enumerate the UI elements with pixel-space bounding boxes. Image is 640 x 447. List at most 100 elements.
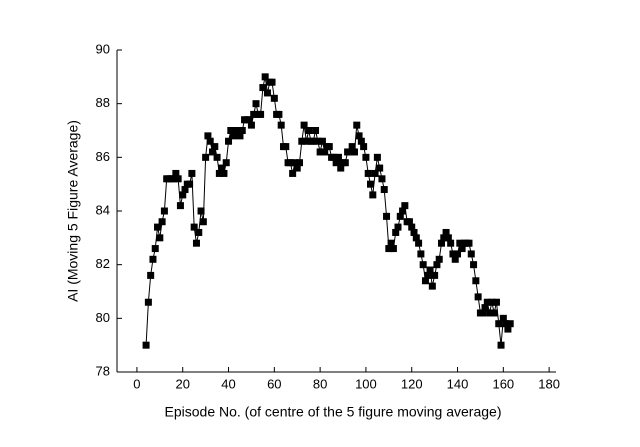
data-point — [160, 207, 168, 215]
data-point — [204, 132, 212, 140]
data-point — [188, 169, 196, 177]
data-point — [353, 121, 361, 129]
data-point — [261, 73, 269, 81]
data-point — [424, 271, 432, 279]
y-tick-label: 88 — [96, 95, 110, 110]
data-point — [383, 212, 391, 220]
data-point — [431, 271, 439, 279]
data-point — [298, 137, 306, 145]
data-point — [247, 121, 255, 129]
data-point — [250, 110, 258, 118]
data-point — [202, 153, 210, 161]
data-point — [488, 298, 496, 306]
data-point — [419, 261, 427, 269]
data-point — [348, 143, 356, 151]
data-point — [428, 282, 436, 290]
data-point — [490, 309, 498, 317]
y-tick-label: 84 — [96, 202, 110, 217]
data-point — [181, 186, 189, 194]
y-tick-label: 90 — [96, 41, 110, 56]
data-point — [474, 293, 482, 301]
data-point — [449, 250, 457, 258]
data-point — [394, 223, 402, 231]
data-point — [314, 137, 322, 145]
data-point — [234, 127, 242, 134]
data-point — [426, 266, 434, 274]
data-point — [291, 159, 299, 167]
data-point — [213, 153, 221, 161]
data-point — [415, 239, 423, 247]
data-point — [371, 169, 379, 177]
data-point — [369, 191, 377, 199]
data-point — [451, 255, 459, 263]
data-point — [435, 255, 443, 263]
data-point — [309, 137, 317, 145]
data-point — [433, 261, 441, 269]
x-tick-label: 0 — [133, 376, 140, 391]
data-point — [442, 228, 450, 236]
data-point — [389, 245, 397, 253]
data-point — [444, 234, 452, 242]
y-tick-label: 86 — [96, 149, 110, 164]
data-point — [293, 164, 301, 172]
data-point — [499, 314, 507, 322]
data-point — [399, 207, 407, 215]
data-point — [486, 309, 494, 317]
data-point — [472, 277, 480, 285]
data-point — [179, 191, 187, 199]
data-point — [195, 228, 203, 236]
data-point — [172, 169, 180, 177]
data-point — [495, 320, 503, 328]
data-point — [357, 137, 365, 145]
data-point — [440, 234, 448, 242]
data-point — [481, 304, 489, 312]
data-point — [268, 78, 276, 86]
data-point — [412, 234, 420, 242]
data-point — [334, 153, 342, 161]
data-point — [376, 164, 384, 172]
data-point — [220, 169, 228, 177]
data-point — [367, 180, 375, 188]
data-point — [144, 298, 152, 306]
data-point — [275, 110, 283, 118]
data-point — [149, 255, 157, 263]
data-point — [360, 143, 368, 151]
data-point — [341, 159, 349, 167]
data-point — [259, 84, 267, 92]
data-point — [238, 127, 246, 134]
data-point — [355, 132, 363, 140]
data-point — [257, 110, 265, 118]
data-point — [417, 250, 425, 258]
data-point — [456, 239, 464, 247]
data-point — [385, 245, 393, 253]
data-point — [158, 218, 166, 226]
data-point — [454, 250, 462, 258]
data-point — [206, 137, 214, 145]
data-point — [447, 239, 455, 247]
data-point — [305, 127, 313, 134]
data-point — [245, 116, 253, 124]
data-point — [227, 127, 235, 134]
data-point — [362, 153, 370, 161]
data-point — [176, 202, 184, 210]
data-point — [197, 207, 205, 215]
data-point — [380, 186, 388, 194]
data-point — [286, 159, 294, 167]
data-point — [330, 153, 338, 161]
data-point — [252, 100, 260, 108]
data-point — [387, 239, 395, 247]
x-tick-label: 20 — [175, 376, 189, 391]
data-point — [215, 169, 223, 177]
data-point — [346, 148, 354, 156]
data-point — [408, 223, 416, 231]
x-tick-label: 60 — [267, 376, 281, 391]
data-point — [229, 132, 237, 140]
data-point — [437, 239, 445, 247]
data-point — [218, 164, 226, 172]
data-point — [378, 175, 386, 183]
data-point — [405, 218, 413, 226]
data-point — [186, 180, 194, 188]
data-point — [497, 341, 505, 349]
y-tick-label: 78 — [96, 363, 110, 378]
x-tick-label: 160 — [492, 376, 514, 391]
